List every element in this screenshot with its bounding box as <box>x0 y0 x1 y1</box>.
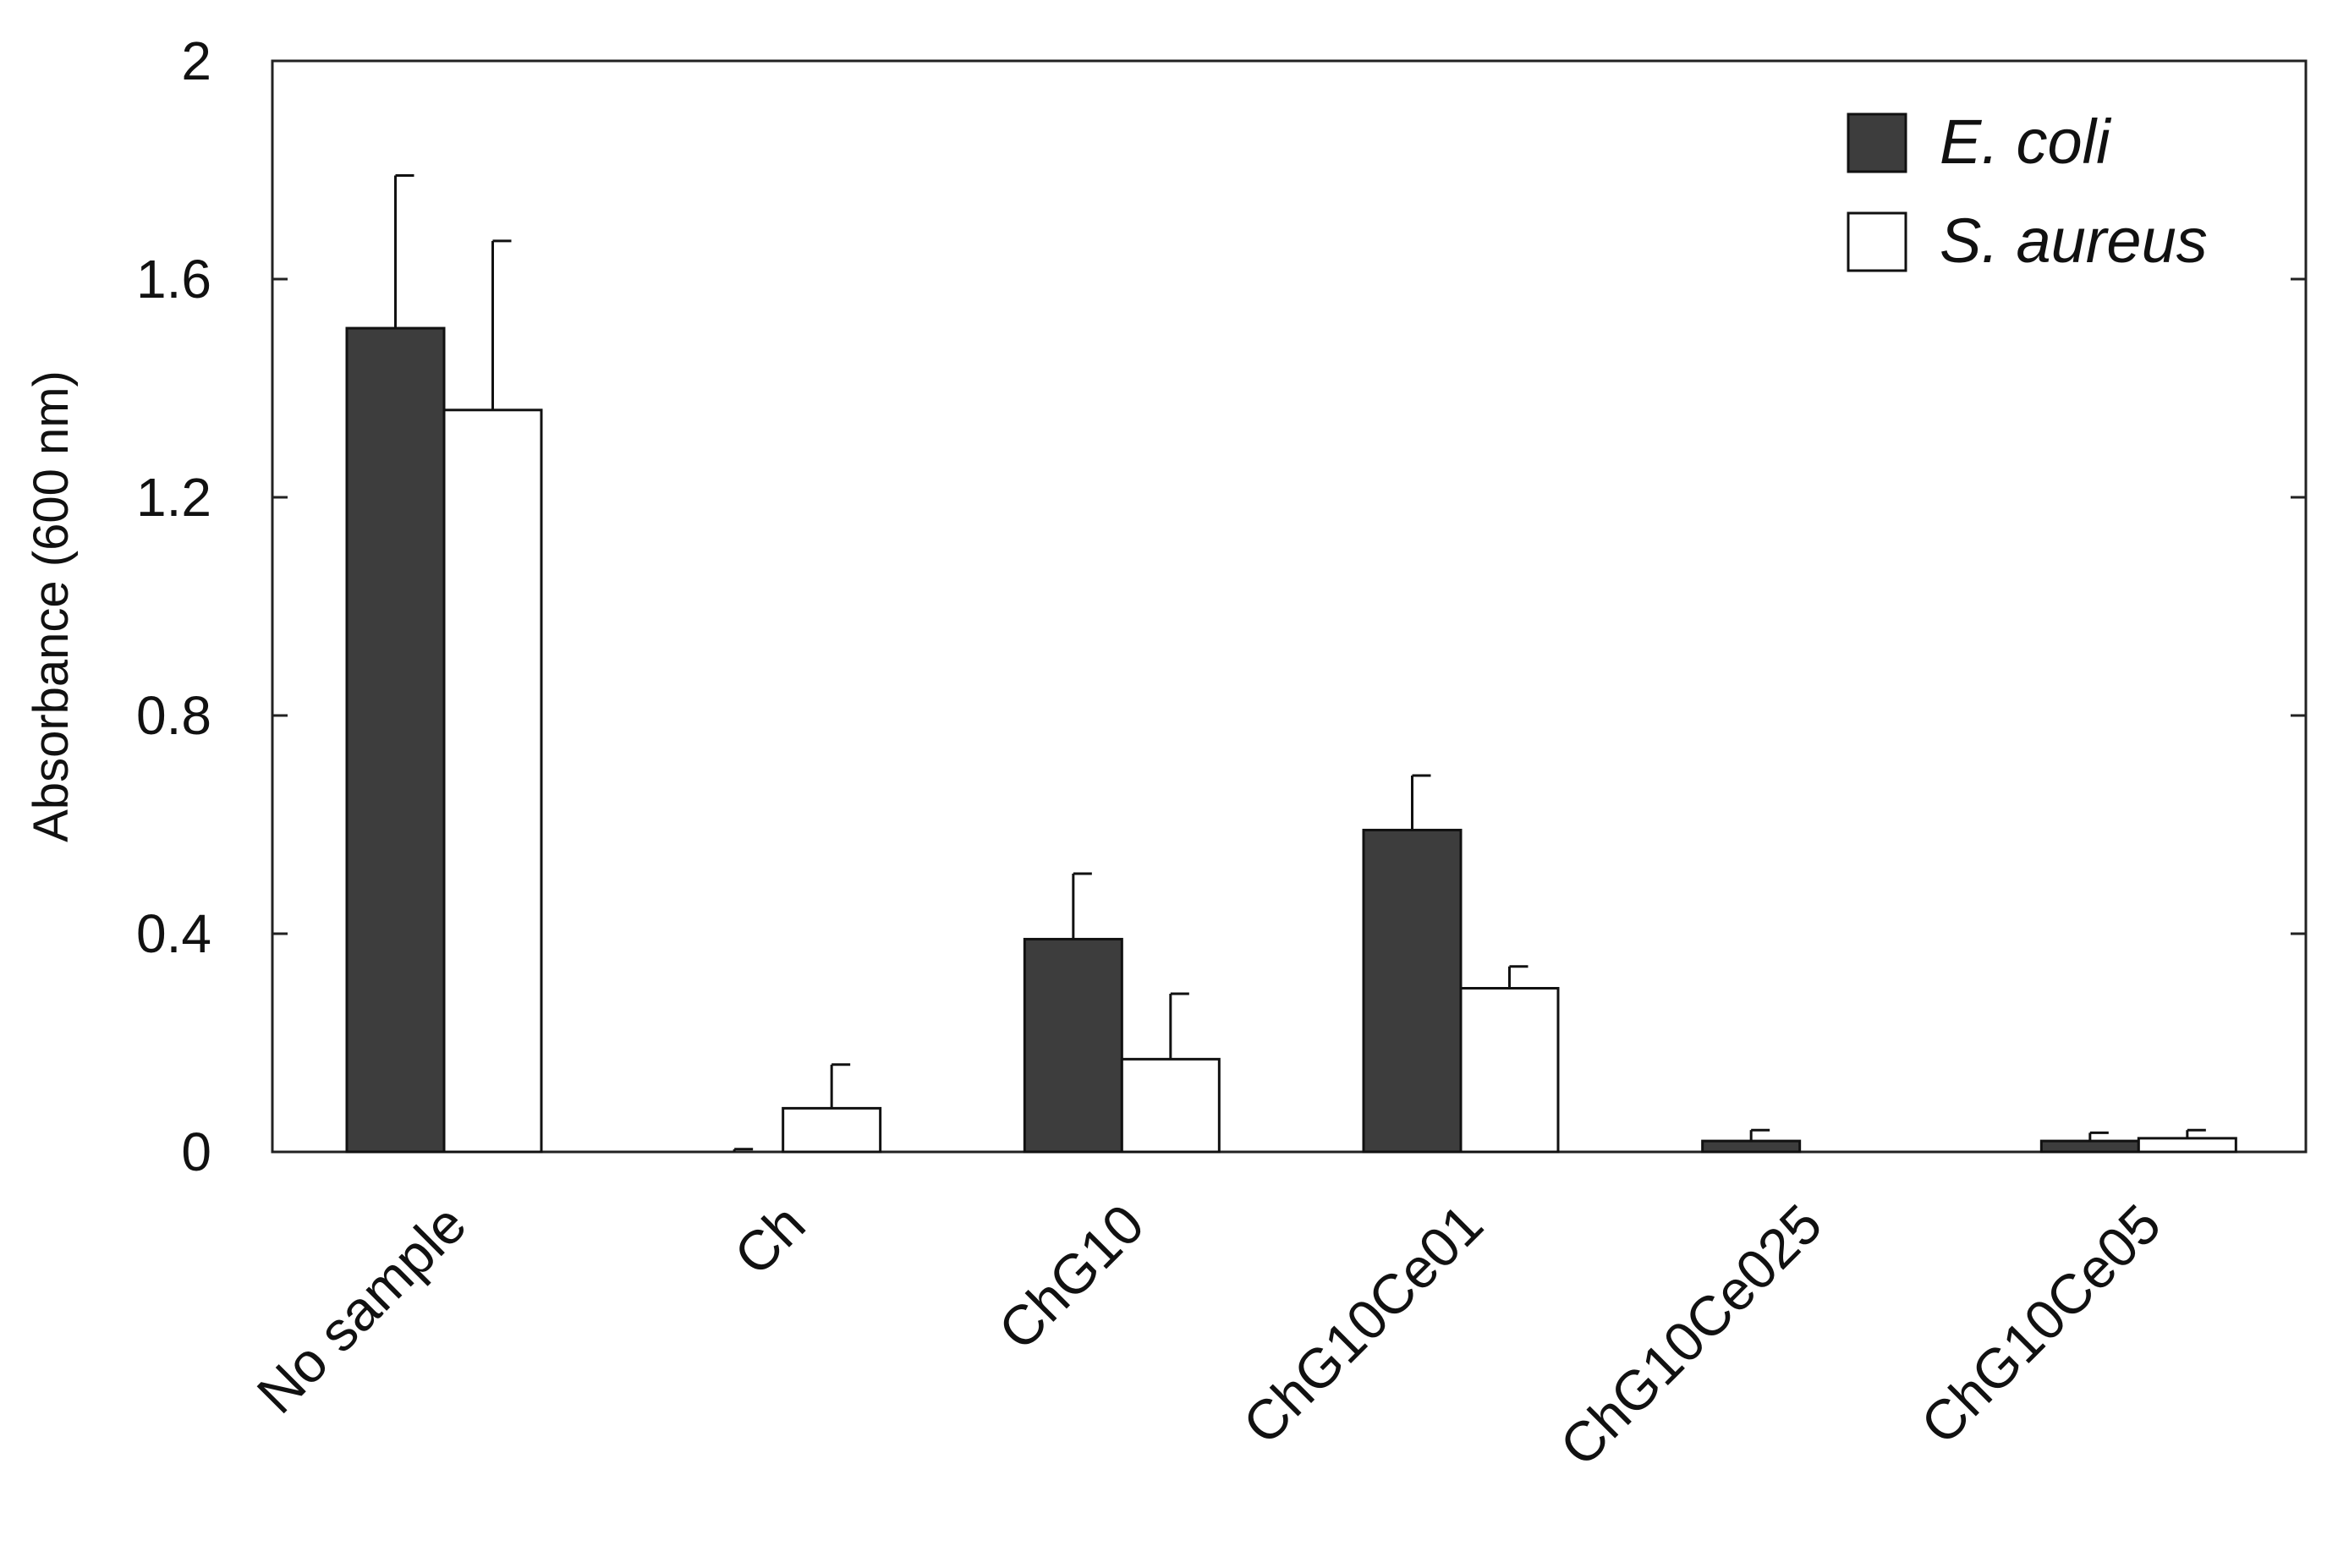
bar-s-aureus <box>1120 1057 1221 1154</box>
x-category-label: ChG10Ce025 <box>1548 1192 1834 1478</box>
y-axis: 0 0.4 0.8 1.2 1.6 2 <box>136 30 2306 1182</box>
y-tick-label: 0.8 <box>136 685 211 746</box>
legend-swatch-s-aureus <box>1847 211 1907 272</box>
plot-frame <box>271 59 2308 1154</box>
bar-e-coli <box>345 326 446 1154</box>
bar-e-coli <box>1701 1139 1802 1154</box>
legend-label-e-coli: E. coli <box>1940 107 2112 177</box>
bar-s-aureus <box>442 408 543 1154</box>
y-tick-label: 0 <box>181 1121 211 1182</box>
y-tick-label: 2 <box>181 30 211 91</box>
legend: E. coli S. aureus <box>1847 107 2208 276</box>
legend-label-s-aureus: S. aureus <box>1940 206 2208 276</box>
bar-e-coli <box>1023 937 1123 1154</box>
x-category-label: ChG10Ce05 <box>1908 1192 2172 1456</box>
y-tick-label: 1.6 <box>136 249 211 310</box>
x-category-label: ChG10Ce01 <box>1231 1192 1495 1456</box>
x-category-label: Ch <box>722 1192 817 1287</box>
bar-s-aureus <box>1459 987 1560 1154</box>
y-axis-title: Absorbance (600 nm) <box>24 370 79 842</box>
bar-s-aureus <box>2137 1137 2237 1154</box>
bar-e-coli <box>1362 828 1463 1154</box>
bars-group <box>345 326 2237 1154</box>
bar-e-coli <box>2039 1139 2140 1154</box>
error-bars-group <box>394 173 2206 1152</box>
y-tick-label: 1.2 <box>136 467 211 528</box>
x-axis: No sample Ch ChG10 ChG10Ce01 ChG10Ce025 ChG10… <box>245 1192 2173 1478</box>
x-category-label: No sample <box>245 1192 478 1425</box>
bar-s-aureus <box>782 1106 882 1154</box>
x-category-label: ChG10 <box>986 1192 1155 1362</box>
legend-swatch-e-coli <box>1847 112 1907 173</box>
y-tick-label: 0.4 <box>136 903 211 964</box>
